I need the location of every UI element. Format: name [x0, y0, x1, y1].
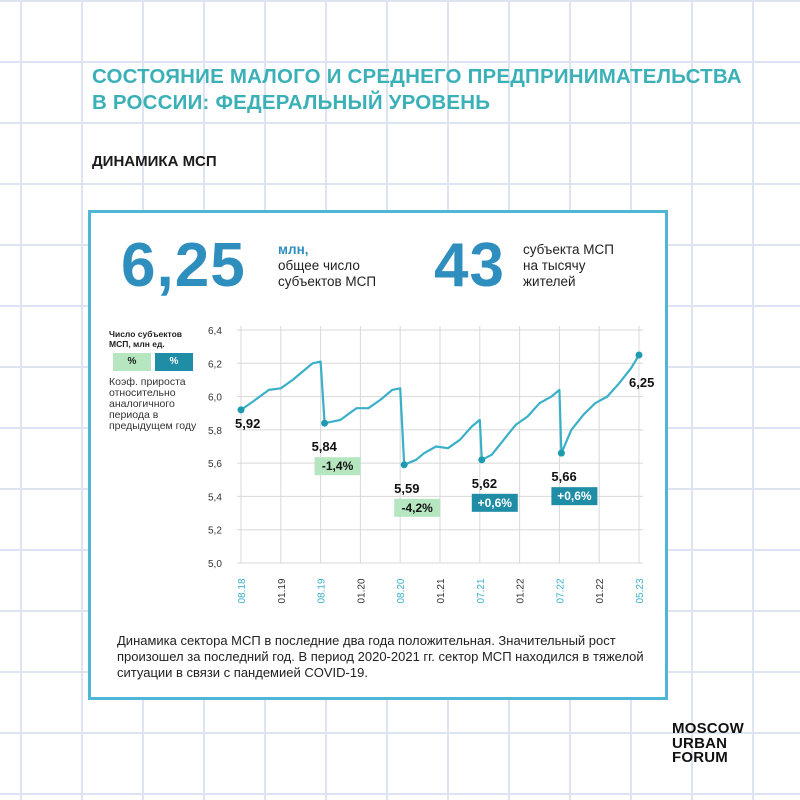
x-tick-label: 08.20: [396, 578, 407, 603]
data-label: 5,59: [394, 481, 419, 496]
y-tick-label: 5,8: [208, 426, 222, 437]
growth-badge: [314, 457, 361, 476]
page-title: СОСТОЯНИЕ МАЛОГО И СРЕДНЕГО ПРЕДПРИНИМАТ…: [92, 64, 772, 116]
legend-badge-teal: %: [155, 353, 193, 371]
legend-title: Число субъектов МСП, млн ед.: [109, 329, 183, 349]
kpi-total-value: 6,25: [121, 231, 246, 300]
x-tick-label: 01.22: [595, 578, 606, 603]
growth-badge-label: -1,4%: [322, 459, 354, 473]
y-tick-label: 5,0: [208, 559, 222, 570]
data-point: [478, 456, 486, 464]
x-tick-label: 01.19: [277, 578, 288, 603]
growth-badge-label: -4,2%: [402, 501, 434, 515]
kpi-density-desc-2: на тысячу: [523, 258, 586, 273]
data-point: [635, 351, 643, 359]
logo-line-2: URBAN: [672, 734, 728, 752]
kpi-total-note: млн, общее число субъектов МСП: [278, 242, 376, 290]
growth-badge: [471, 493, 518, 512]
data-label: 5,62: [472, 476, 497, 491]
data-label: 5,84: [312, 439, 338, 454]
kpi-total-desc-2: субъектов МСП: [278, 274, 377, 289]
x-tick-label: 01.21: [436, 578, 447, 603]
kpi-total-unit: млн,: [278, 242, 309, 257]
kpi-total-desc-1: общее число: [278, 258, 360, 273]
y-tick-label: 6,2: [208, 359, 222, 370]
data-point: [321, 419, 329, 427]
data-point: [237, 406, 245, 414]
x-tick-label: 07.21: [476, 578, 487, 603]
y-tick-label: 5,6: [208, 459, 222, 470]
data-label: 5,66: [551, 469, 576, 484]
legend-note: Коэф. прироста относительно аналогичного…: [109, 376, 197, 432]
page-title-line-2: В РОССИИ: ФЕДЕРАЛЬНЫЙ УРОВЕНЬ: [92, 91, 491, 114]
legend-badge-green: %: [113, 353, 151, 371]
x-tick-label: 01.20: [356, 578, 367, 603]
kpi-density-desc-1: субъекта МСП: [523, 242, 614, 257]
growth-badge: [394, 498, 441, 517]
x-tick-label: 01.22: [516, 578, 527, 603]
growth-badge-label: +0,6%: [557, 489, 592, 503]
x-tick-label: 07.22: [555, 578, 566, 603]
logo-line-3: FORUM: [672, 749, 728, 766]
kpi-density-desc-3: жителей: [523, 274, 576, 289]
line-chart: 6,4 6,2 6,0 5,8 5,6 5,4 5,2 5,0 08.18 01.19 08.19 0…: [208, 326, 654, 604]
data-point: [400, 461, 408, 469]
y-tick-label: 5,4: [208, 492, 222, 503]
x-tick-label: 08.18: [237, 578, 248, 603]
logo-line-1: MOSCOW: [672, 720, 745, 737]
section-subtitle: ДИНАМИКА МСП: [92, 153, 217, 170]
moscow-urban-forum-logo: MOSCOW URBAN FORUM: [672, 720, 745, 766]
footnote: Динамика сектора МСП в последние два год…: [117, 633, 644, 680]
chart-card: 6,25 млн, общее число субъектов МСП 43 с…: [88, 210, 668, 700]
growth-badge-label: +0,6%: [478, 496, 513, 510]
data-label: 6,25: [629, 375, 654, 390]
y-tick-label: 5,2: [208, 526, 222, 537]
data-point: [557, 449, 565, 457]
growth-badge: [551, 487, 598, 506]
kpi-density-value: 43: [434, 231, 505, 300]
x-tick-label: 08.19: [317, 578, 328, 603]
y-tick-label: 6,0: [208, 393, 222, 404]
page-title-line-1: СОСТОЯНИЕ МАЛОГО И СРЕДНЕГО ПРЕДПРИНИМАТ…: [92, 65, 742, 88]
kpi-density-note: субъекта МСП на тысячу жителей: [523, 242, 614, 290]
series-line: [240, 354, 640, 466]
x-tick-label: 05.23: [635, 578, 646, 603]
y-tick-label: 6,4: [208, 326, 222, 337]
data-label: 5,92: [235, 416, 260, 431]
